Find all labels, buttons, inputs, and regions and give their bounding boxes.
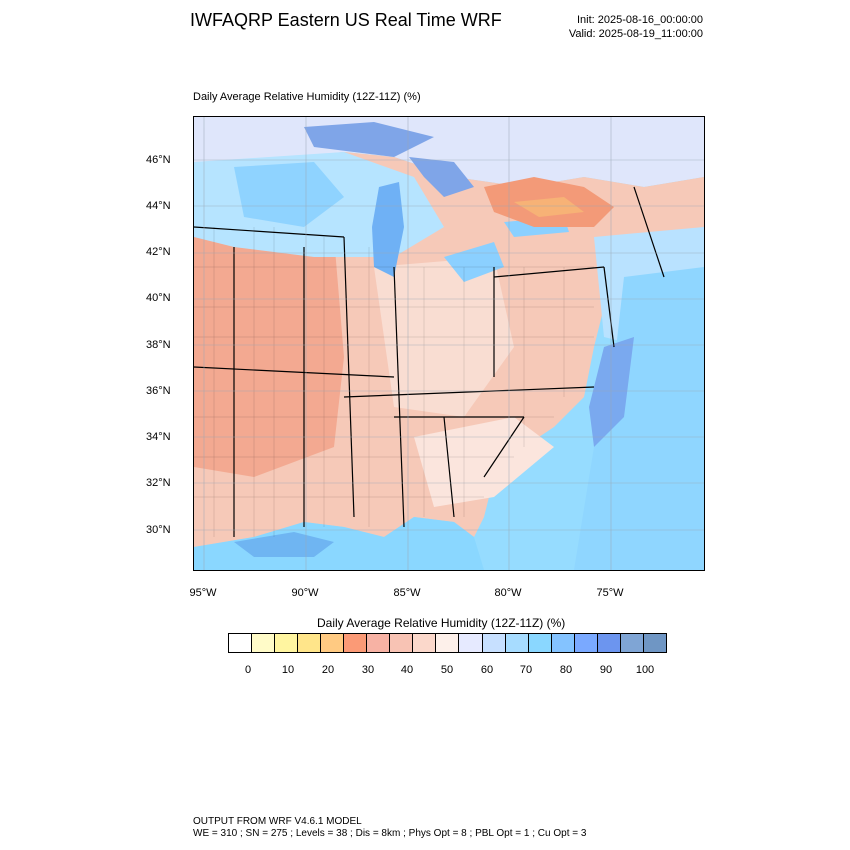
lat-label: 32°N bbox=[146, 477, 171, 489]
lon-label: 80°W bbox=[494, 587, 522, 599]
lon-label: 85°W bbox=[393, 587, 421, 599]
lat-label: 46°N bbox=[146, 154, 171, 166]
colorbar-box bbox=[505, 634, 529, 652]
lat-label: 30°N bbox=[146, 524, 171, 536]
lon-label: 95°W bbox=[189, 587, 217, 599]
map-title: IWFAQRP Eastern US Real Time WRF bbox=[190, 10, 502, 30]
field-label: Daily Average Relative Humidity (12Z-11Z… bbox=[193, 91, 421, 103]
colorbar-box bbox=[551, 634, 575, 652]
colorbar-tick: 60 bbox=[480, 664, 494, 676]
colorbar-box bbox=[390, 634, 414, 652]
colorbar-tick: 20 bbox=[321, 664, 335, 676]
colorbar-box bbox=[574, 634, 598, 652]
model-config: WE = 310 ; SN = 275 ; Levels = 38 ; Dis … bbox=[193, 828, 587, 839]
colorbar-box bbox=[528, 634, 552, 652]
colorbar-box bbox=[482, 634, 506, 652]
colorbar-tick: 50 bbox=[440, 664, 454, 676]
colorbar-tick: 80 bbox=[559, 664, 573, 676]
colorbar-tick: 0 bbox=[244, 664, 252, 676]
colorbar-box bbox=[643, 634, 666, 652]
init-time: Init: 2025-08-16_00:00:00 bbox=[577, 14, 703, 26]
colorbar-tick: 70 bbox=[519, 664, 533, 676]
colorbar-box bbox=[275, 634, 299, 652]
valid-time: Valid: 2025-08-19_11:00:00 bbox=[568, 28, 703, 40]
colorbar-box bbox=[597, 634, 621, 652]
lon-label: 75°W bbox=[596, 587, 624, 599]
colorbar-box bbox=[298, 634, 322, 652]
lon-label: 90°W bbox=[291, 587, 319, 599]
colorbar-box bbox=[436, 634, 460, 652]
colorbar-box bbox=[620, 634, 644, 652]
lat-label: 38°N bbox=[146, 339, 171, 351]
colorbar-box bbox=[413, 634, 437, 652]
colorbar-tick: 30 bbox=[361, 664, 375, 676]
lat-label: 44°N bbox=[146, 200, 171, 212]
colorbar bbox=[228, 633, 667, 653]
model-info: OUTPUT FROM WRF V4.6.1 MODEL bbox=[193, 816, 362, 827]
colorbar-box bbox=[229, 634, 253, 652]
humidity-map bbox=[193, 116, 705, 571]
colorbar-title: Daily Average Relative Humidity (12Z-11Z… bbox=[317, 616, 566, 630]
lat-label: 34°N bbox=[146, 431, 171, 443]
colorbar-box bbox=[459, 634, 483, 652]
map-canvas bbox=[194, 117, 704, 570]
lat-label: 36°N bbox=[146, 385, 171, 397]
colorbar-box bbox=[321, 634, 345, 652]
colorbar-box bbox=[367, 634, 391, 652]
colorbar-box bbox=[344, 634, 368, 652]
lat-label: 42°N bbox=[146, 246, 171, 258]
colorbar-tick: 90 bbox=[599, 664, 613, 676]
colorbar-tick: 10 bbox=[281, 664, 295, 676]
colorbar-tick: 100 bbox=[635, 664, 655, 676]
colorbar-tick: 40 bbox=[400, 664, 414, 676]
colorbar-box bbox=[252, 634, 276, 652]
lat-label: 40°N bbox=[146, 292, 171, 304]
